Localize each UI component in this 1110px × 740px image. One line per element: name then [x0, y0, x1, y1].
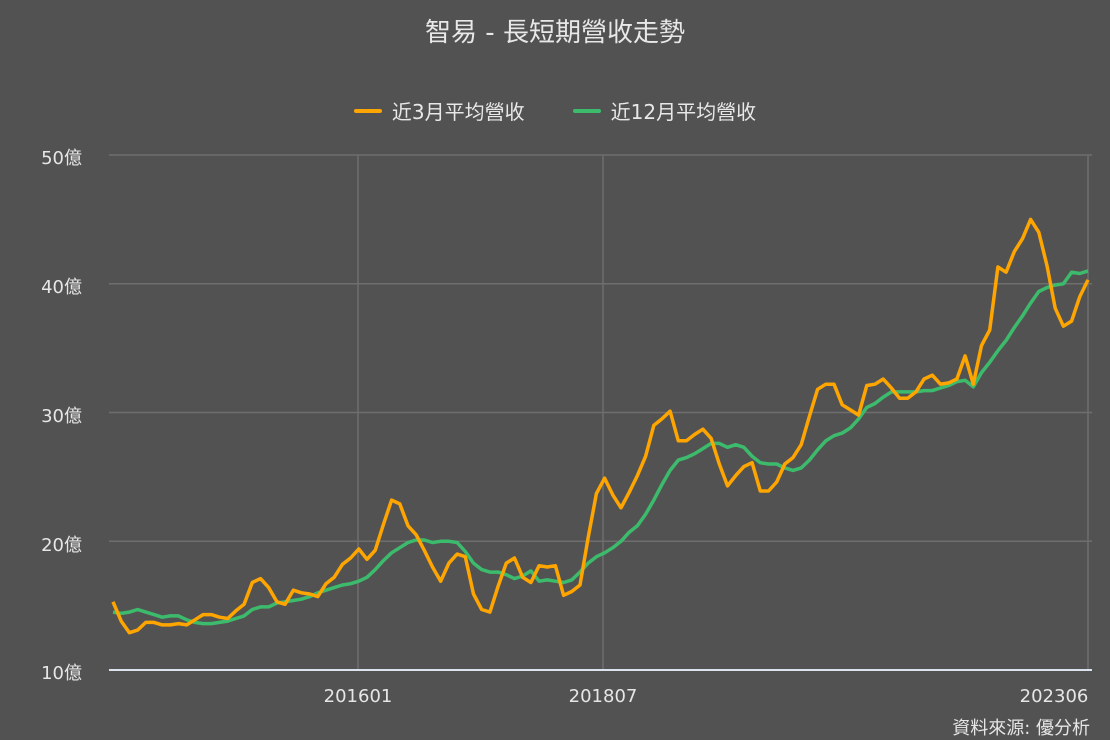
- data-source: 資料來源: 優分析: [952, 718, 1090, 739]
- legend-item-3m[interactable]: 近3月平均營收: [353, 96, 525, 125]
- x-tick-201601: 201601: [323, 686, 393, 707]
- legend-swatch-green-icon: [572, 108, 601, 113]
- series-3m-line: [111, 217, 1090, 635]
- series-12m-line: [112, 269, 1089, 626]
- legend-swatch-orange-icon: [353, 108, 382, 113]
- gridlines: [109, 154, 1092, 670]
- y-tick-20: 20億: [41, 535, 82, 556]
- y-tick-10: 10億: [41, 663, 82, 684]
- legend-label-3m: 近3月平均營收: [391, 100, 525, 124]
- y-tick-50: 50億: [41, 148, 82, 169]
- x-tick-202306: 202306: [1019, 686, 1089, 707]
- legend-label-12m: 近12月平均營收: [610, 100, 757, 124]
- x-tick-201807: 201807: [568, 686, 638, 707]
- legend: 近3月平均營收 近12月平均營收: [0, 96, 1110, 125]
- y-tick-40: 40億: [41, 277, 82, 298]
- legend-item-12m[interactable]: 近12月平均營收: [572, 96, 757, 125]
- y-tick-30: 30億: [41, 406, 82, 427]
- chart-title: 智易 - 長短期營收走勢: [425, 18, 685, 48]
